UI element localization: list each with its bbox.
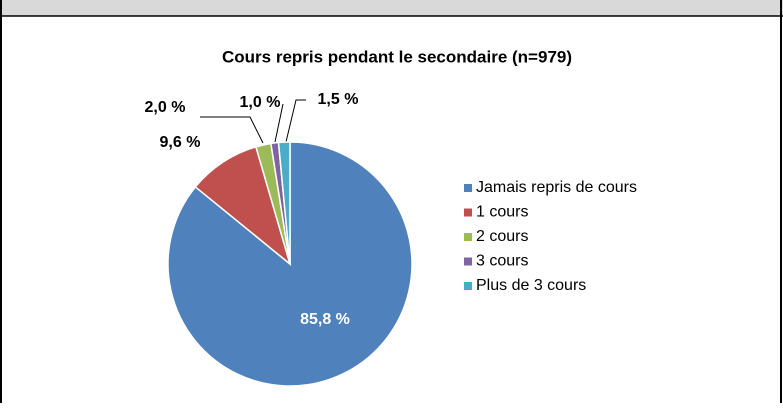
data-label: 1,5 % [318, 91, 359, 108]
legend-label: 3 cours [476, 253, 528, 270]
legend-label: Plus de 3 cours [476, 277, 586, 294]
legend-label: Jamais repris de cours [476, 179, 637, 196]
data-label: 1,0 % [240, 94, 281, 111]
leader-lines [200, 99, 306, 144]
header-band [0, 0, 783, 16]
legend-label: 2 cours [476, 228, 528, 245]
data-label: 85,8 % [300, 311, 350, 328]
data-label: 9,6 % [160, 134, 201, 151]
legend-swatch [464, 184, 472, 192]
leader-line [285, 99, 306, 143]
pie-slice [277, 141, 291, 265]
leader-line [200, 116, 264, 144]
legend-swatch [464, 233, 472, 241]
pie-slice [194, 145, 292, 267]
data-label: 2,0 % [145, 99, 186, 116]
legend-swatch [464, 282, 472, 290]
legend-swatch [464, 208, 472, 217]
leader-line [274, 103, 284, 143]
legend-label: 1 cours [476, 204, 528, 221]
legend-swatch [464, 257, 472, 266]
chart-title: Cours repris pendant le secondaire (n=97… [222, 47, 572, 66]
